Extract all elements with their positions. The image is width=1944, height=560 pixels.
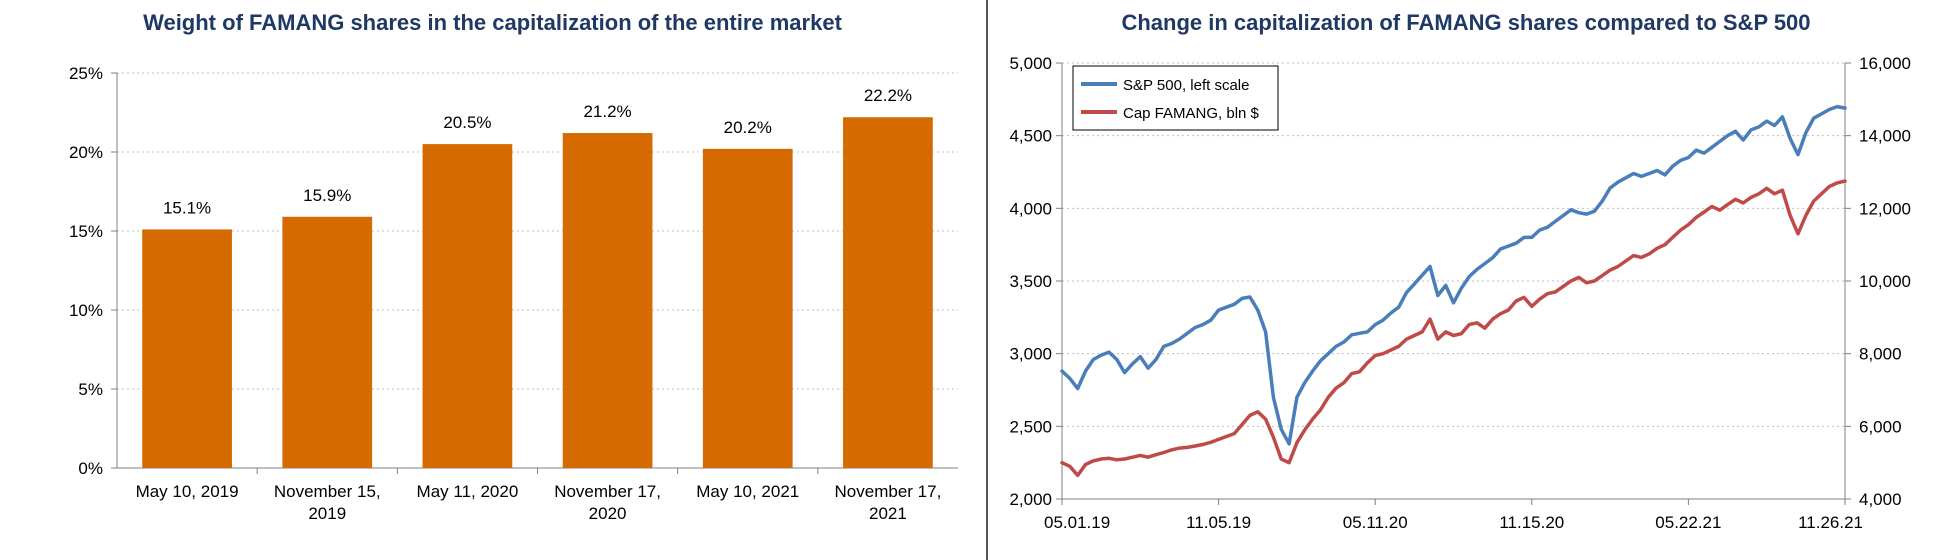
bar (702, 148, 793, 468)
right-y-tick-label: 8,000 (1859, 345, 1902, 364)
y-tick-label: 10% (69, 301, 103, 320)
x-tick-label-line: May 11, 2020 (417, 482, 519, 501)
x-tick-label: November 17, 2021 (835, 482, 942, 523)
x-tick-label: 11.15.20 (1499, 513, 1564, 532)
right-y-tick-label: 6,000 (1859, 417, 1902, 436)
right-y-tick-label: 12,000 (1859, 199, 1911, 218)
x-tick-label: May 10, 2021 (696, 482, 799, 501)
x-tick-label: May 10, 2019 (136, 482, 239, 501)
left-y-tick-label: 4,000 (1009, 199, 1052, 218)
x-tick-label: 05.11.20 (1343, 513, 1408, 532)
x-tick-label-line: 2019 (308, 504, 346, 523)
y-tick-label: 25% (69, 64, 103, 83)
bar (142, 229, 232, 468)
left-chart-panel: Weight of FAMANG shares in the capitaliz… (69, 10, 958, 523)
famang-series-line (1060, 179, 1847, 478)
data-label: 15.9% (303, 186, 351, 205)
x-tick-label-line: November 17, (554, 482, 661, 501)
line-chart: 2,000 2,500 3,000 3,500 4,000 4,500 5,000 4,000… (1009, 54, 1911, 532)
bar-chart: 0% 5% 10% 15% 20% 25% 15.1% May 10, 2019 15.9% No… (69, 64, 958, 523)
x-tick-label: May 11, 2020 (417, 482, 519, 501)
left-y-tick-label: 3,500 (1009, 272, 1052, 291)
right-y-tick-label: 16,000 (1859, 54, 1911, 73)
data-label: 20.5% (443, 113, 491, 132)
y-tick-label: 15% (69, 222, 103, 241)
x-tick-label: 11.26.21 (1798, 513, 1863, 532)
data-label: 21.2% (583, 102, 631, 121)
left-y-tick-label: 2,000 (1009, 490, 1052, 509)
left-chart-title: Weight of FAMANG shares in the capitaliz… (143, 10, 842, 35)
data-label: 20.2% (724, 118, 772, 137)
right-y-tick-label: 10,000 (1859, 272, 1911, 291)
x-tick-label-line: November 17, (835, 482, 942, 501)
x-tick-label: November 17, 2020 (554, 482, 661, 523)
bar (282, 216, 373, 468)
x-tick-label: 05.22.21 (1655, 513, 1721, 532)
sp500-series-line (1060, 104, 1847, 446)
panel-divider (986, 0, 988, 560)
left-y-tick-label: 5,000 (1009, 54, 1052, 73)
right-chart-panel: Change in capitalization of FAMANG share… (988, 0, 1944, 560)
x-tick-label-line: May 10, 2021 (696, 482, 799, 501)
bar (843, 117, 933, 469)
left-y-tick-label: 3,000 (1009, 345, 1052, 364)
y-tick-label: 20% (69, 143, 103, 162)
left-y-tick-label: 4,500 (1009, 127, 1052, 146)
right-chart-title: Change in capitalization of FAMANG share… (1121, 10, 1811, 35)
data-label: 22.2% (864, 86, 912, 105)
x-tick-label: 05.01.19 (1044, 513, 1110, 532)
x-tick-label-line: November 15, (274, 482, 381, 501)
x-tick-label: November 15, 2019 (274, 482, 381, 523)
bar (562, 133, 653, 469)
left-y-tick-label: 2,500 (1009, 417, 1052, 436)
y-tick-label: 0% (78, 459, 103, 478)
legend-box (1072, 65, 1279, 131)
bar (422, 144, 513, 468)
x-tick-label-line: May 10, 2019 (136, 482, 239, 501)
legend-label: Cap FAMANG, bln $ (1123, 105, 1260, 122)
legend-label: S&P 500, left scale (1123, 77, 1249, 94)
x-tick-label-line: 2020 (589, 504, 627, 523)
x-tick-label: 11.05.19 (1186, 513, 1251, 532)
right-y-tick-label: 14,000 (1859, 127, 1911, 146)
right-y-tick-label: 4,000 (1859, 490, 1902, 509)
data-label: 15.1% (163, 198, 211, 217)
x-tick-label-line: 2021 (869, 504, 907, 523)
y-tick-label: 5% (78, 380, 103, 399)
